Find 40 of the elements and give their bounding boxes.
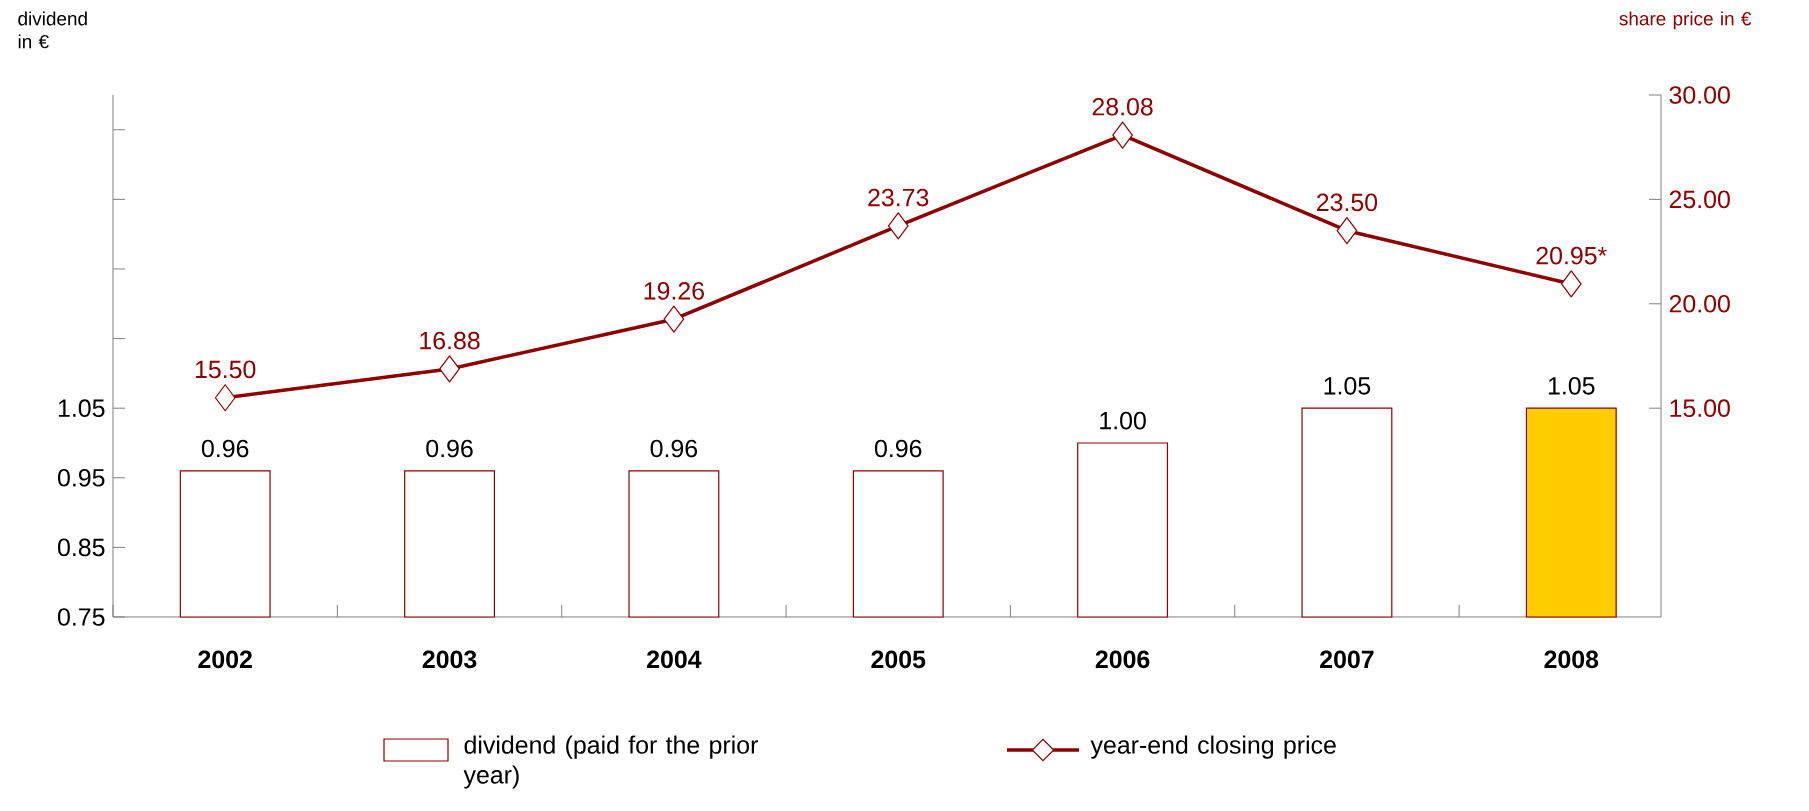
legend-label: year-end closing price [1090, 735, 1336, 759]
x-tick-label: 2008 [1544, 650, 1599, 669]
point [663, 305, 685, 333]
data-label: 1.00 [1100, 411, 1146, 430]
x-tick-label: 2006 [1095, 650, 1150, 669]
data-label: 19.26 [644, 282, 704, 300]
point [214, 384, 236, 412]
y2-tick-label: 20.00 [1669, 294, 1730, 313]
y2-tick-label: 25.00 [1669, 190, 1730, 209]
point [1112, 121, 1133, 149]
data-label: 1.05 [1548, 377, 1595, 395]
y-tick-label: 0.85 [57, 538, 105, 557]
y-axis-title: dividend in € [18, 11, 87, 49]
data-label: 23.50 [1317, 193, 1378, 212]
point [439, 355, 460, 383]
legend-label: dividend (paid for the prior year) [463, 735, 758, 789]
x-tick-label: 2002 [198, 650, 252, 669]
data-label: 0.96 [201, 439, 249, 458]
x-tick-label: 2005 [871, 650, 926, 669]
data-label: 23.73 [868, 188, 929, 207]
data-label: 16.88 [420, 331, 480, 350]
y2-tick-label: 30.00 [1669, 86, 1730, 104]
data-label: 1.05 [1324, 377, 1371, 395]
data-label: 15.50 [195, 360, 256, 379]
data-label: 0.96 [650, 439, 698, 458]
data-label: 0.96 [874, 439, 922, 458]
y-tick-label: 1.05 [58, 399, 105, 418]
x-tick-label: 2007 [1320, 650, 1374, 669]
x-tick-label: 2003 [422, 650, 477, 669]
data-label: 28.08 [1092, 97, 1153, 116]
y-tick-label: 0.75 [57, 608, 105, 626]
data-label: 20.95* [1536, 246, 1607, 265]
point [1560, 270, 1582, 298]
point [1336, 217, 1358, 245]
data-label: 0.96 [426, 439, 473, 458]
y-tick-label: 0.95 [57, 468, 105, 487]
point [887, 212, 909, 240]
y2-tick-label: 15.00 [1670, 399, 1730, 418]
x-tick-label: 2004 [647, 650, 702, 669]
y2-axis-title: share price in € [1619, 11, 1752, 30]
